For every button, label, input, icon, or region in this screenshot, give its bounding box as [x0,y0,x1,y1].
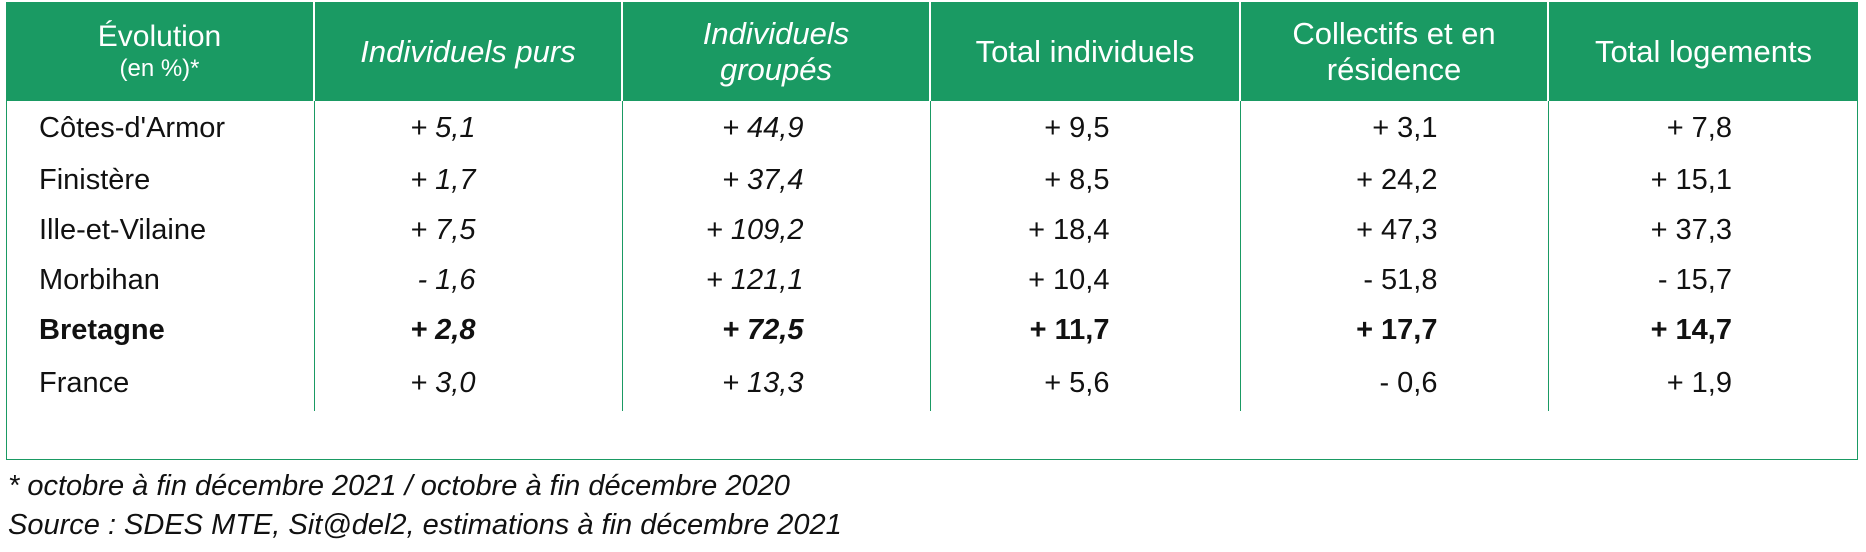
cell-total-logements: + 37,3 [1547,205,1858,255]
header-individuels-groupes: Individuels groupés [621,2,930,101]
header-individuels-groupes-line1: Individuels [702,15,850,51]
header-collectifs-residence: Collectifs et en résidence [1239,2,1548,101]
header-individuels-purs-label: Individuels purs [360,33,576,69]
cell-total-logements: + 14,7 [1547,305,1858,355]
cell-individuels-purs: + 5,1 [313,101,622,155]
cell-total-logements: + 1,9 [1547,355,1858,411]
cell-collectifs: + 17,7 [1239,305,1548,355]
cell-total-individuels: + 5,6 [929,355,1240,411]
table-border-right [1857,101,1858,459]
table-row-bretagne: Bretagne + 2,8 + 72,5 + 11,7 + 17,7 + 14… [6,305,1858,355]
row-label: Morbihan [39,263,160,296]
header-evolution-main: Évolution [97,19,222,53]
header-total-individuels-label: Total individuels [975,33,1195,69]
header-collectifs-line2: résidence [1326,51,1462,87]
cell-total-logements: + 15,1 [1547,155,1858,205]
row-label: France [39,366,130,399]
cell-individuels-groupes: + 72,5 [621,305,930,355]
housing-evolution-table: Évolution (en %)* Individuels purs Indiv… [6,2,1858,411]
cell-individuels-groupes: + 37,4 [621,155,930,205]
cell-individuels-groupes: + 121,1 [621,255,930,305]
cell-individuels-purs: - 1,6 [313,255,622,305]
table-row-france: France + 3,0 + 13,3 + 5,6 - 0,6 + 1,9 [6,355,1858,411]
row-label: Finistère [39,163,151,196]
footnote: * octobre à fin décembre 2021 / octobre … [8,470,790,502]
table-row-morbihan: Morbihan - 1,6 + 121,1 + 10,4 - 51,8 - 1… [6,255,1858,305]
cell-total-logements: - 15,7 [1547,255,1858,305]
cell-collectifs: - 0,6 [1239,355,1548,411]
cell-collectifs: - 51,8 [1239,255,1548,305]
cell-individuels-purs: + 3,0 [313,355,622,411]
row-label: Bretagne [39,313,165,346]
header-individuels-groupes-line2: groupés [719,51,833,87]
cell-individuels-purs: + 1,7 [313,155,622,205]
table-header: Évolution (en %)* Individuels purs Indiv… [6,2,1858,101]
header-evolution: Évolution (en %)* [6,2,314,101]
cell-total-individuels: + 9,5 [929,101,1240,155]
cell-total-individuels: + 10,4 [929,255,1240,305]
cell-total-individuels: + 8,5 [929,155,1240,205]
cell-individuels-purs: + 2,8 [313,305,622,355]
header-total-logements: Total logements [1547,2,1858,101]
header-individuels-purs: Individuels purs [313,2,622,101]
table-row-ille-et-vilaine: Ille-et-Vilaine + 7,5 + 109,2 + 18,4 + 4… [6,205,1858,255]
cell-total-individuels: + 18,4 [929,205,1240,255]
header-evolution-unit: (en %)* [119,54,200,82]
row-label: Ille-et-Vilaine [39,213,207,246]
table-row-cotes-darmor: Côtes-d'Armor + 5,1 + 44,9 + 9,5 + 3,1 +… [6,101,1858,155]
header-collectifs-line1: Collectifs et en [1292,15,1496,51]
header-total-individuels: Total individuels [929,2,1240,101]
header-total-logements-label: Total logements [1594,33,1813,69]
cell-individuels-groupes: + 109,2 [621,205,930,255]
table-row-finistere: Finistère + 1,7 + 37,4 + 8,5 + 24,2 + 15… [6,155,1858,205]
cell-total-individuels: + 11,7 [929,305,1240,355]
cell-collectifs: + 3,1 [1239,101,1548,155]
cell-collectifs: + 24,2 [1239,155,1548,205]
row-label: Côtes-d'Armor [39,111,226,144]
cell-total-logements: + 7,8 [1547,101,1858,155]
cell-individuels-groupes: + 13,3 [621,355,930,411]
table-border-bottom [6,459,1858,460]
header-row: Évolution (en %)* Individuels purs Indiv… [6,2,1858,101]
table-border-left [6,101,7,459]
cell-individuels-purs: + 7,5 [313,205,622,255]
table-body: Côtes-d'Armor + 5,1 + 44,9 + 9,5 + 3,1 +… [6,101,1858,411]
source-note: Source : SDES MTE, Sit@del2, estimations… [8,509,842,541]
cell-individuels-groupes: + 44,9 [621,101,930,155]
cell-collectifs: + 47,3 [1239,205,1548,255]
